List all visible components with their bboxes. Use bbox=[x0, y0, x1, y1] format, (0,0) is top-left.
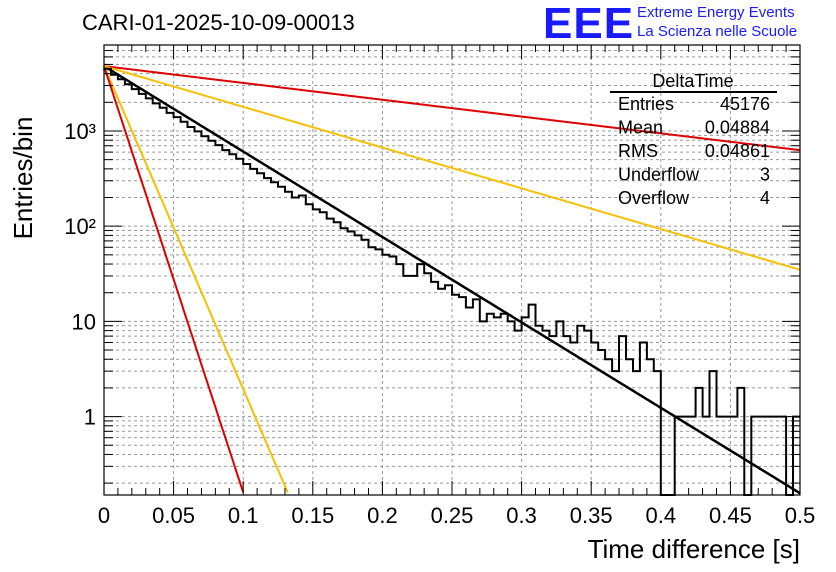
fit-curve bbox=[103, 65, 801, 495]
fit-upper-steep-curve bbox=[103, 65, 289, 493]
y-tick-label: 10³ bbox=[64, 119, 96, 144]
x-tick-label: 0.2 bbox=[367, 503, 398, 528]
x-tick-label: 0.1 bbox=[228, 503, 259, 528]
stats-label: RMS bbox=[618, 141, 658, 161]
stats-value: 3 bbox=[760, 165, 770, 185]
y-tick-label: 10 bbox=[72, 309, 96, 334]
stats-label: Underflow bbox=[618, 165, 700, 185]
stats-value: 0.04861 bbox=[705, 141, 770, 161]
stats-label: Entries bbox=[618, 94, 674, 114]
y-tick-labels: 1 10 10² 10³ bbox=[64, 119, 96, 430]
stats-label: Overflow bbox=[618, 188, 690, 208]
x-tick-label: 0.3 bbox=[506, 503, 537, 528]
eee-logo: EEE bbox=[543, 0, 635, 48]
stats-label: Mean bbox=[618, 118, 663, 138]
axis-ticks bbox=[103, 44, 801, 495]
grid bbox=[104, 44, 800, 495]
x-tick-label: 0.4 bbox=[646, 503, 677, 528]
x-tick-label: 0.45 bbox=[709, 503, 752, 528]
x-tick-label: 0.5 bbox=[785, 503, 816, 528]
fit-curves bbox=[103, 65, 801, 495]
y-tick-label: 10² bbox=[64, 214, 96, 239]
histogram-steps bbox=[103, 67, 800, 496]
x-tick-label: 0.25 bbox=[431, 503, 474, 528]
stats-box: DeltaTime Entries 45176 Mean 0.04884 RMS 0.04… bbox=[610, 71, 777, 208]
x-tick-labels: 0 0.05 0.1 0.15 0.2 0.25 0.3 0.35 0.4 0.45 0.5 bbox=[98, 503, 815, 528]
stats-box-title: DeltaTime bbox=[652, 71, 733, 91]
logo-subtitle-1: Extreme Energy Events bbox=[637, 4, 795, 21]
x-tick-label: 0.05 bbox=[152, 503, 195, 528]
logo-subtitle-2: La Scienza nelle Scuole bbox=[637, 23, 798, 40]
y-axis-title: Entries/bin bbox=[8, 117, 38, 240]
x-axis-title: Time difference [s] bbox=[588, 534, 800, 564]
x-tick-label: 0.15 bbox=[291, 503, 334, 528]
x-tick-label: 0.35 bbox=[570, 503, 613, 528]
fit-lower-steep-curve bbox=[103, 65, 245, 493]
stats-value: 45176 bbox=[720, 94, 770, 114]
stats-value: 0.04884 bbox=[705, 118, 770, 138]
x-tick-label: 0 bbox=[98, 503, 110, 528]
stats-value: 4 bbox=[760, 188, 770, 208]
fit-upper-shallow-curve bbox=[103, 65, 801, 152]
y-tick-label: 1 bbox=[84, 405, 96, 430]
chart-title: CARI-01-2025-10-09-00013 bbox=[82, 10, 355, 35]
stats-rows: Entries 45176 Mean 0.04884 RMS 0.04861Underfl… bbox=[618, 94, 770, 208]
fit-lower-shallow-curve bbox=[103, 65, 801, 271]
